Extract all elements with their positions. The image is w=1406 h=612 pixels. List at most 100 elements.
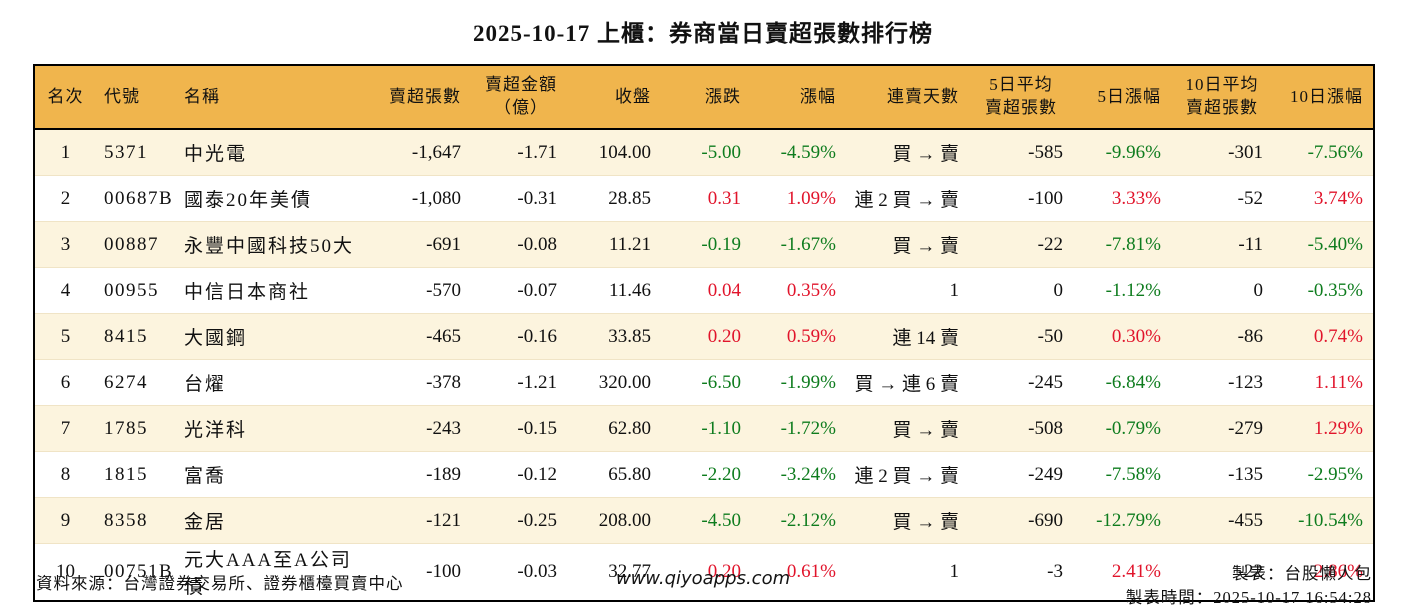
cell-name: 台燿 [176,359,366,406]
header-row: 名次 代號 名稱 賣超張數 賣超金額 （億） 收盤 漲跌 漲幅 連賣天數 5日平均 賣超張數 5日漲… [34,65,1374,130]
cell-avg10-net-sell: -455 [1171,497,1273,544]
cell-rank: 10 [34,543,96,601]
cell-rank: 8 [34,451,96,498]
table-row: 4 00955 中信日本商社 -570 -0.07 11.46 0.04 0.35% 1 0 -1.… [34,267,1374,314]
column-header-close: 收盤 [571,65,661,130]
cell-change: -2.20 [661,451,751,498]
cell-net-sell: -189 [366,451,471,498]
cell-change-pct: 0.35% [751,267,846,314]
cell-streak: 買 → 賣 [846,221,969,268]
table-row: 5 8415 大國鋼 -465 -0.16 33.85 0.20 0.59% 連 14 賣 -50… [34,313,1374,360]
cell-avg5-net-sell: -245 [969,359,1073,406]
cell-change: -0.19 [661,221,751,268]
cell-rank: 7 [34,405,96,452]
cell-change-pct: -4.59% [780,141,836,163]
cell-net-sell: -121 [366,497,471,544]
ranking-table: 名次 代號 名稱 賣超張數 賣超金額 （億） 收盤 漲跌 漲幅 連賣天數 5日平均 賣超張數 5日漲… [33,64,1375,602]
cell-avg5-net-sell: -249 [969,451,1073,498]
cell-code: 1785 [96,405,176,452]
cell-close: 208.00 [571,497,661,544]
table-row: 3 00887 永豐中國科技50大 -691 -0.08 11.21 -0.19 -1.67%… [34,221,1374,268]
cell-change-pct: -3.24% [751,451,846,498]
website-text: www.qiyoapps.com [615,568,791,589]
cell-change: 0.20 [661,543,751,601]
cell-name: 光洋科 [176,405,366,452]
cell-pct10: -0.35% [1273,267,1374,314]
cell-code: 5371 [104,141,148,163]
cell-pct5: 0.30% [1073,313,1171,360]
cell-pct5: -9.96% [1105,141,1161,163]
column-header-rank: 名次 [34,65,96,130]
cell-pct10: -7.56% [1307,141,1363,163]
cell-pct5: -6.84% [1073,359,1171,406]
table-row: 2 00687B 國泰20年美債 -1,080 -0.31 28.85 0.31 1.09% 連… [34,175,1374,222]
column-header-name: 名稱 [176,65,366,130]
cell-streak: 連 14 賣 [846,313,969,360]
cell-close: 11.46 [571,267,661,314]
cell-change: -6.50 [661,359,751,406]
table-row: 6 6274 台燿 -378 -1.21 320.00 -6.50 -1.99% 買 → 連 6… [34,359,1374,406]
cell-rank: 2 [34,175,96,222]
cell-net-sell: -1,647 [411,141,461,163]
cell-close: 11.21 [571,221,661,268]
table-row: 9 8358 金居 -121 -0.25 208.00 -4.50 -2.12% 買 → 賣 -6… [34,497,1374,544]
table-row: 1 5371 中光電 -1,647 -1.71 104.00 -5.00 -4.59% 買 → … [34,129,1374,176]
column-header-code: 代號 [96,65,176,130]
table-header: 名次 代號 名稱 賣超張數 賣超金額 （億） 收盤 漲跌 漲幅 連賣天數 5日平均 賣超張數 5日漲… [34,65,1374,130]
cell-change: -4.50 [661,497,751,544]
cell-avg5-net-sell: -22 [969,221,1073,268]
cell-code: 00887 [96,221,176,268]
cell-pct10: 2.86% [1273,543,1374,601]
cell-amount: -0.12 [471,451,571,498]
cell-change: 0.04 [661,267,751,314]
cell-net-sell: -570 [366,267,471,314]
cell-rank: 6 [34,359,96,406]
cell-rank: 9 [34,497,96,544]
cell-change: -5.00 [701,141,741,163]
column-header-net-sell: 賣超張數 [366,65,471,130]
cell-net-sell: -100 [366,543,471,601]
credit-block: 製表：台股懶人包 製表時間：2025-10-17 16:54:28 [1126,562,1372,610]
cell-pct5: 3.33% [1073,175,1171,222]
cell-avg5-net-sell: -100 [969,175,1073,222]
cell-amount: -0.31 [471,175,571,222]
cell-name: 中光電 [184,144,248,165]
cell-code: 8358 [96,497,176,544]
cell-pct5: -1.12% [1073,267,1171,314]
cell-change: 0.31 [661,175,751,222]
cell-avg10-net-sell: -279 [1171,405,1273,452]
cell-change: -1.10 [661,405,751,452]
cell-change: 0.20 [661,313,751,360]
table-row: 10 00751B 元大AAA至A公司債 -100 -0.03 32.77 0.20 0.61… [34,543,1374,601]
cell-amount: -0.15 [471,405,571,452]
table-body: 1 5371 中光電 -1,647 -1.71 104.00 -5.00 -4.59% 買 → … [34,129,1374,601]
cell-pct10: -10.54% [1273,497,1374,544]
cell-streak: 買 → 賣 [892,144,959,165]
cell-pct5: -0.79% [1073,405,1171,452]
cell-close: 320.00 [571,359,661,406]
cell-code: 1815 [96,451,176,498]
cell-pct5: -7.81% [1073,221,1171,268]
column-header-amount: 賣超金額 （億） [471,65,571,130]
cell-pct10: -2.95% [1273,451,1374,498]
cell-change-pct: 0.61% [751,543,846,601]
table-row: 7 1785 光洋科 -243 -0.15 62.80 -1.10 -1.72% 買 → 賣 -5… [34,405,1374,452]
cell-avg5-net-sell: -585 [1028,141,1063,163]
cell-avg10-net-sell: 0 [1171,267,1273,314]
cell-avg10-net-sell: -123 [1171,359,1273,406]
cell-name: 大國鋼 [176,313,366,360]
column-header-pct5: 5日漲幅 [1073,65,1171,130]
cell-net-sell: -378 [366,359,471,406]
cell-amount: -0.25 [471,497,571,544]
cell-streak: 1 [846,267,969,314]
cell-amount: -0.16 [471,313,571,360]
cell-amount: -1.21 [471,359,571,406]
cell-name: 中信日本商社 [176,267,366,314]
data-source-note: 資料來源：台灣證券交易所、證券櫃檯買賣中心 [36,574,404,593]
cell-net-sell: -465 [366,313,471,360]
cell-avg10-net-sell: -86 [1171,313,1273,360]
cell-change-pct: -1.67% [751,221,846,268]
cell-pct10: 0.74% [1273,313,1374,360]
cell-code: 6274 [96,359,176,406]
